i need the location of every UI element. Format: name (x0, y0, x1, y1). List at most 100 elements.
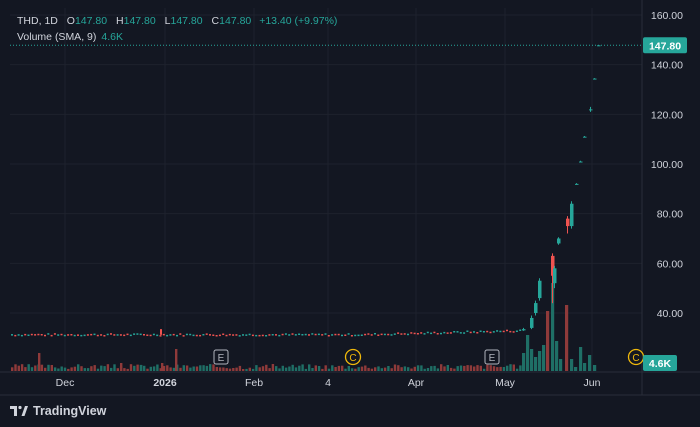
volume-bar (453, 368, 456, 371)
svg-text:C: C (632, 353, 639, 364)
corporate-event-marker[interactable]: C (627, 348, 645, 366)
volume-bar (67, 368, 70, 371)
price-candle (367, 333, 370, 335)
price-candle (90, 333, 93, 336)
volume-bar (403, 366, 407, 371)
price-candle (275, 334, 277, 336)
price-candle (486, 330, 489, 333)
volume-bar (205, 365, 209, 371)
volume-bar (522, 353, 526, 371)
volume-bar (509, 364, 512, 371)
volume-bar (143, 365, 146, 371)
volume-bar (357, 367, 360, 371)
volume-bar (169, 367, 172, 371)
price-candle (364, 333, 367, 336)
volume-bar (430, 366, 433, 371)
volume-bar (360, 366, 364, 371)
price-candle (30, 333, 33, 336)
legend-volume-label[interactable]: Volume (SMA, 9) (17, 31, 97, 43)
volume-bar (73, 366, 77, 371)
price-candle (515, 330, 518, 332)
volume-bar (301, 364, 304, 371)
price-axis[interactable]: 160.00 140.00 120.00 100.00 80.00 60.00 40.00 (651, 10, 683, 320)
volume-bar (449, 367, 453, 371)
volume-bar (175, 349, 178, 371)
volume-bar (182, 365, 185, 371)
price-candle (502, 330, 505, 333)
volume-bar (212, 364, 215, 371)
price-candle (570, 203, 574, 227)
price-candle (347, 333, 350, 335)
volume-bar (271, 364, 275, 371)
price-candle (357, 334, 360, 337)
volume-bar (344, 368, 347, 371)
volume-bar (486, 364, 489, 371)
price-candle (248, 333, 251, 336)
price-candle (160, 329, 162, 335)
price-candle (473, 331, 475, 333)
price-candle (268, 334, 271, 336)
volume-bar (156, 364, 159, 371)
price-candle (506, 329, 508, 332)
price-candle (146, 334, 149, 336)
price-candle (258, 334, 261, 337)
price-candle (400, 333, 403, 335)
price-candle (334, 333, 337, 336)
last-price-badge: 147.80 (643, 37, 687, 54)
price-candle (24, 333, 27, 336)
volume-bar (140, 365, 143, 371)
svg-text:147.80: 147.80 (649, 40, 681, 52)
corporate-event-marker[interactable]: C (344, 348, 362, 366)
volume-bar (559, 359, 563, 371)
volume-bar (235, 367, 238, 371)
price-candle (413, 332, 416, 335)
price-candle (123, 334, 126, 337)
volume-bar (248, 367, 251, 371)
price-candle (350, 335, 353, 337)
volume-bars (11, 283, 597, 371)
volume-bar (50, 365, 53, 371)
volume-bar (341, 365, 344, 371)
price-candle (77, 334, 79, 336)
price-candle (341, 334, 343, 337)
price-candle (106, 333, 109, 336)
price-candle (63, 334, 66, 337)
volume-bar (100, 365, 103, 371)
volume-bar (390, 368, 393, 371)
volume-bar (159, 368, 162, 371)
volume-bar (327, 368, 331, 371)
price-candle (430, 332, 433, 335)
price-candle (469, 331, 472, 334)
price-candle (298, 333, 301, 335)
price-candle (360, 334, 363, 336)
earnings-marker[interactable]: E (484, 349, 500, 365)
volume-bar (298, 365, 301, 371)
volume-bar (172, 367, 176, 371)
price-tick-label: 40.00 (657, 308, 683, 320)
price-candle (291, 333, 294, 335)
price-candle (228, 333, 231, 336)
price-tick-label: 140.00 (651, 60, 683, 72)
volume-bar (466, 365, 469, 371)
volume-bar (93, 365, 96, 371)
volume-bar (57, 368, 60, 371)
earnings-marker[interactable]: E (213, 349, 229, 365)
price-candle (337, 333, 340, 336)
volume-bar (83, 368, 86, 371)
tradingview-logo[interactable]: TradingView (10, 402, 106, 420)
volume-bar (393, 364, 397, 371)
tradingview-wordmark: TradingView (33, 404, 107, 418)
price-candle (393, 333, 396, 335)
price-candle (534, 303, 538, 313)
volume-bar (245, 368, 248, 371)
price-candle (317, 333, 320, 336)
volume-bar (11, 367, 14, 371)
time-axis[interactable]: Dec 2026 Feb 4 Apr May Jun (56, 377, 601, 389)
price-candle (390, 334, 393, 336)
volume-bar (199, 365, 202, 371)
legend-symbol[interactable]: THD (17, 15, 39, 27)
price-candle (50, 334, 53, 337)
